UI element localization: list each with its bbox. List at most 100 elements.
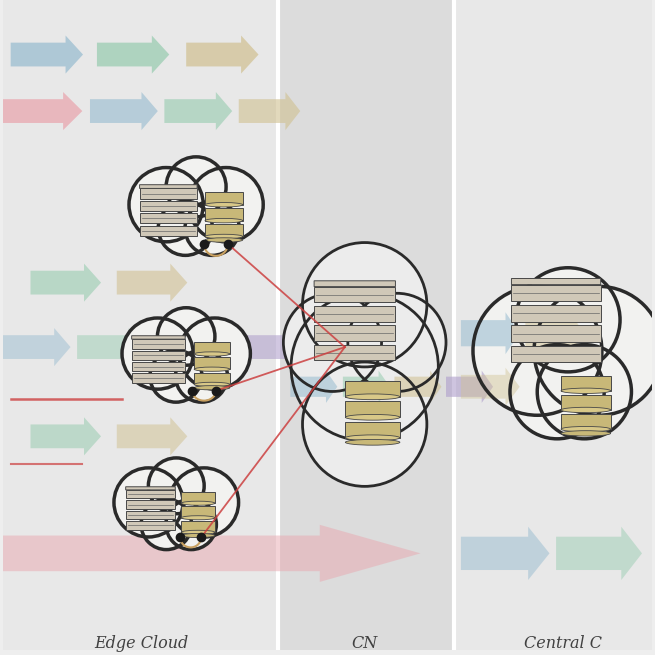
Circle shape: [534, 286, 655, 415]
Bar: [561, 395, 610, 410]
FancyArrow shape: [10, 35, 83, 73]
Ellipse shape: [181, 501, 215, 505]
Bar: [512, 285, 601, 301]
FancyArrow shape: [394, 371, 441, 403]
Bar: [132, 350, 185, 360]
Bar: [181, 506, 215, 517]
Ellipse shape: [205, 234, 243, 238]
FancyArrow shape: [151, 328, 219, 366]
FancyArrow shape: [461, 527, 550, 580]
FancyArrow shape: [117, 417, 187, 455]
Circle shape: [179, 318, 250, 389]
Circle shape: [537, 345, 631, 439]
FancyArrow shape: [3, 525, 421, 582]
FancyBboxPatch shape: [314, 281, 396, 287]
Ellipse shape: [205, 238, 243, 242]
Circle shape: [185, 201, 239, 255]
Bar: [181, 521, 215, 533]
Circle shape: [303, 362, 427, 487]
Bar: [454, 0, 652, 650]
Circle shape: [141, 499, 192, 550]
Bar: [126, 500, 176, 509]
FancyArrow shape: [290, 371, 337, 403]
FancyArrow shape: [556, 527, 642, 580]
Circle shape: [157, 308, 215, 365]
Text: Central C: Central C: [524, 635, 602, 652]
Ellipse shape: [194, 367, 230, 371]
Ellipse shape: [194, 352, 230, 356]
Bar: [512, 326, 601, 342]
Bar: [132, 339, 185, 348]
FancyArrow shape: [31, 263, 101, 302]
FancyArrow shape: [238, 92, 300, 130]
Circle shape: [129, 168, 203, 242]
Bar: [132, 373, 185, 383]
Ellipse shape: [345, 415, 400, 420]
Bar: [181, 492, 215, 503]
Ellipse shape: [345, 435, 400, 441]
Circle shape: [291, 293, 438, 441]
Bar: [132, 362, 185, 371]
Circle shape: [114, 468, 183, 537]
FancyArrow shape: [343, 371, 390, 403]
Bar: [314, 287, 396, 303]
Ellipse shape: [194, 383, 230, 386]
Bar: [205, 193, 243, 205]
Bar: [3, 0, 278, 650]
Circle shape: [284, 293, 382, 392]
Ellipse shape: [181, 515, 215, 520]
Circle shape: [176, 350, 227, 402]
FancyArrow shape: [186, 35, 259, 73]
Text: Edge Cloud: Edge Cloud: [94, 635, 189, 652]
Ellipse shape: [205, 218, 243, 223]
Bar: [140, 189, 197, 198]
Ellipse shape: [561, 388, 610, 394]
FancyBboxPatch shape: [126, 487, 176, 490]
Bar: [512, 305, 601, 322]
Bar: [126, 521, 176, 530]
Bar: [205, 208, 243, 221]
Bar: [345, 402, 400, 417]
FancyArrow shape: [446, 371, 493, 403]
Text: CN: CN: [352, 635, 378, 652]
Bar: [194, 358, 230, 369]
FancyArrow shape: [3, 328, 71, 366]
FancyArrow shape: [525, 312, 584, 354]
Ellipse shape: [181, 533, 215, 538]
Bar: [345, 381, 400, 397]
Circle shape: [150, 350, 202, 402]
Circle shape: [516, 268, 620, 372]
Bar: [561, 414, 610, 429]
Circle shape: [170, 468, 238, 537]
Bar: [512, 346, 601, 362]
Circle shape: [166, 157, 226, 217]
FancyArrow shape: [117, 263, 187, 302]
Bar: [194, 342, 230, 354]
Circle shape: [122, 318, 193, 389]
Circle shape: [303, 242, 427, 367]
Ellipse shape: [194, 386, 230, 390]
FancyArrow shape: [3, 92, 83, 130]
Circle shape: [510, 345, 604, 439]
Bar: [278, 0, 454, 650]
Circle shape: [348, 293, 446, 392]
Bar: [126, 490, 176, 498]
FancyArrow shape: [77, 328, 145, 366]
FancyBboxPatch shape: [140, 185, 197, 189]
Ellipse shape: [181, 531, 215, 534]
Ellipse shape: [205, 202, 243, 207]
FancyArrow shape: [461, 312, 519, 354]
Circle shape: [189, 168, 263, 242]
Bar: [205, 224, 243, 236]
FancyArrow shape: [90, 92, 158, 130]
Bar: [140, 225, 197, 236]
FancyArrow shape: [226, 328, 348, 366]
FancyBboxPatch shape: [132, 336, 185, 339]
FancyArrow shape: [461, 367, 519, 406]
FancyArrow shape: [164, 92, 233, 130]
Circle shape: [159, 201, 212, 255]
FancyBboxPatch shape: [512, 278, 601, 285]
Ellipse shape: [561, 407, 610, 413]
Bar: [314, 306, 396, 322]
Circle shape: [473, 286, 602, 415]
